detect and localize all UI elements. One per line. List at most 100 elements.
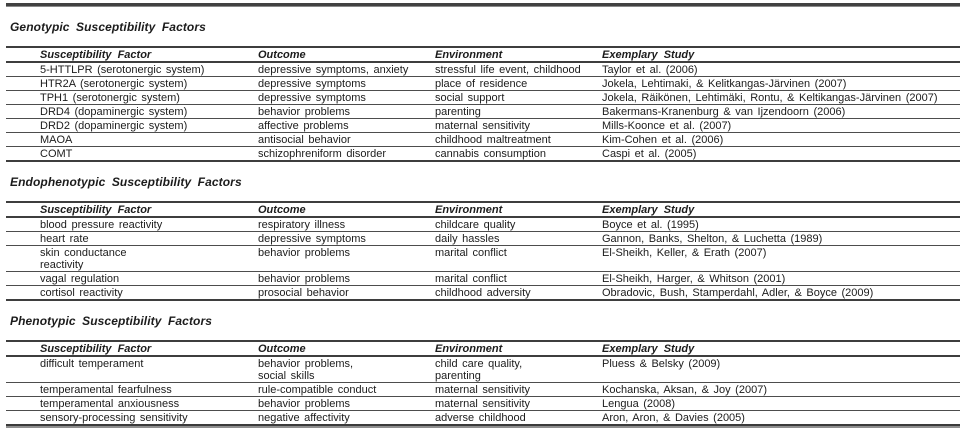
cell-factor: sensory-processing sensitivity [40, 412, 188, 424]
cell-factor: cortisol reactivity [40, 287, 123, 299]
table-row: COMT schizophreniform disorder cannabis … [6, 147, 960, 161]
col-header-environment: Environment [435, 343, 503, 355]
cell-study: Pluess & Belsky (2009) [602, 358, 721, 370]
cell-factor: vagal regulation [40, 273, 120, 285]
cell-environment: cannabis consumption [435, 148, 546, 160]
cell-factor: blood pressure reactivity [40, 219, 163, 231]
cell-study: Bakermans-Kranenburg & van Ijzendoorn (2… [602, 106, 846, 118]
top-rule [6, 3, 960, 7]
cell-environment: stressful life event, childhood [435, 64, 581, 76]
cell-outcome: behavior problems [258, 106, 350, 118]
header-row: Susceptibility Factor Outcome Environmen… [6, 202, 960, 217]
cell-study: Kim-Cohen et al. (2006) [602, 134, 724, 146]
header-row: Susceptibility Factor Outcome Environmen… [6, 341, 960, 356]
cell-environment: parenting [435, 106, 481, 118]
table-row: TPH1 (serotonergic system) depressive sy… [6, 91, 960, 105]
cell-outcome: affective problems [258, 120, 349, 132]
table-row: MAOA antisocial behavior childhood maltr… [6, 133, 960, 147]
col-header-exemplary-study: Exemplary Study [602, 49, 695, 61]
table-row: temperamental anxiousness behavior probl… [6, 397, 960, 411]
cell-environment: place of residence [435, 78, 528, 90]
genotypic-table: Susceptibility Factor Outcome Environmen… [6, 46, 960, 162]
col-header-susceptibility-factor: Susceptibility Factor [40, 49, 152, 61]
col-header-outcome: Outcome [258, 49, 306, 61]
cell-study: Boyce et al. (1995) [602, 219, 699, 231]
cell-factor: MAOA [40, 134, 73, 146]
cell-study: Jokela, Lehtimaki, & Kelitkangas-Järvine… [602, 78, 847, 90]
cell-environment: child care quality, parenting [435, 358, 523, 382]
endophenotypic-table: Susceptibility Factor Outcome Environmen… [6, 201, 960, 301]
table-row: heart rate depressive symptoms daily has… [6, 232, 960, 246]
cell-factor: HTR2A (serotonergic system) [40, 78, 188, 90]
col-header-environment: Environment [435, 49, 503, 61]
cell-study: Lengua (2008) [602, 398, 676, 410]
cell-factor: 5-HTTLPR (serotonergic system) [40, 64, 205, 76]
cell-study: El-Sheikh, Keller, & Erath (2007) [602, 247, 767, 259]
cell-environment: maternal sensitivity [435, 384, 531, 396]
table-row: 5-HTTLPR (serotonergic system) depressiv… [6, 62, 960, 77]
cell-study: El-Sheikh, Harger, & Whitson (2001) [602, 273, 786, 285]
cell-environment: social support [435, 92, 505, 104]
section-title-phenotypic: Phenotypic Susceptibility Factors [10, 314, 213, 328]
table-row: difficult temperament behavior problems,… [6, 356, 960, 383]
cell-outcome: behavior problems [258, 273, 350, 285]
section-title-genotypic: Genotypic Susceptibility Factors [10, 20, 206, 34]
table-row: sensory-processing sensitivity negative … [6, 411, 960, 425]
cell-outcome: prosocial behavior [258, 287, 349, 299]
header-row: Susceptibility Factor Outcome Environmen… [6, 47, 960, 62]
cell-outcome: behavior problems [258, 398, 350, 410]
table-row: temperamental fearfulness rule-compatibl… [6, 383, 960, 397]
col-header-outcome: Outcome [258, 343, 306, 355]
col-header-susceptibility-factor: Susceptibility Factor [40, 204, 152, 216]
bottom-double-rule [6, 424, 960, 428]
cell-environment: marital conflict [435, 273, 507, 285]
susceptibility-factors-table-figure: Genotypic Susceptibility Factors Suscept… [0, 3, 960, 441]
cell-outcome: respiratory illness [258, 219, 346, 231]
cell-factor: heart rate [40, 233, 89, 245]
cell-outcome: negative affectivity [258, 412, 350, 424]
col-header-outcome: Outcome [258, 204, 306, 216]
cell-environment: childhood maltreatment [435, 134, 551, 146]
table-row: vagal regulation behavior problems marit… [6, 272, 960, 286]
table-row: blood pressure reactivity respiratory il… [6, 217, 960, 232]
cell-outcome: depressive symptoms [258, 233, 366, 245]
phenotypic-table: Susceptibility Factor Outcome Environmen… [6, 340, 960, 424]
col-header-environment: Environment [435, 204, 503, 216]
section-title-endophenotypic: Endophenotypic Susceptibility Factors [10, 175, 242, 189]
cell-study: Kochanska, Aksan, & Joy (2007) [602, 384, 767, 396]
cell-environment: daily hassles [435, 233, 500, 245]
col-header-exemplary-study: Exemplary Study [602, 343, 695, 355]
col-header-exemplary-study: Exemplary Study [602, 204, 695, 216]
cell-factor: difficult temperament [40, 358, 144, 370]
table-row: HTR2A (serotonergic system) depressive s… [6, 77, 960, 91]
cell-factor: COMT [40, 148, 73, 160]
cell-outcome: depressive symptoms, anxiety [258, 64, 409, 76]
cell-study: Obradovic, Bush, Stamperdahl, Adler, & B… [602, 287, 874, 299]
cell-environment: childcare quality [435, 219, 516, 231]
cell-outcome: schizophreniform disorder [258, 148, 387, 160]
cell-environment: maternal sensitivity [435, 398, 531, 410]
cell-study: Mills-Koonce et al. (2007) [602, 120, 732, 132]
cell-factor: temperamental anxiousness [40, 398, 180, 410]
cell-outcome: depressive symptoms [258, 78, 366, 90]
cell-environment: childhood adversity [435, 287, 531, 299]
table-row: DRD4 (dopaminergic system) behavior prob… [6, 105, 960, 119]
cell-environment: marital conflict [435, 247, 507, 259]
cell-factor: skin conductance reactivity [40, 247, 127, 271]
table-row: skin conductance reactivity behavior pro… [6, 246, 960, 272]
cell-factor: DRD4 (dopaminergic system) [40, 106, 188, 118]
cell-environment: adverse childhood [435, 412, 526, 424]
cell-outcome: behavior problems, social skills [258, 358, 354, 382]
cell-study: Aron, Aron, & Davies (2005) [602, 412, 745, 424]
table-row: cortisol reactivity prosocial behavior c… [6, 286, 960, 300]
cell-factor: temperamental fearfulness [40, 384, 172, 396]
cell-study: Jokela, Räikönen, Lehtimäki, Rontu, & Ke… [602, 92, 938, 104]
cell-outcome: rule-compatible conduct [258, 384, 377, 396]
cell-factor: DRD2 (dopaminergic system) [40, 120, 188, 132]
cell-study: Taylor et al. (2006) [602, 64, 698, 76]
cell-factor: TPH1 (serotonergic system) [40, 92, 180, 104]
cell-environment: maternal sensitivity [435, 120, 531, 132]
cell-outcome: behavior problems [258, 247, 350, 259]
cell-outcome: depressive symptoms [258, 92, 366, 104]
cell-outcome: antisocial behavior [258, 134, 351, 146]
